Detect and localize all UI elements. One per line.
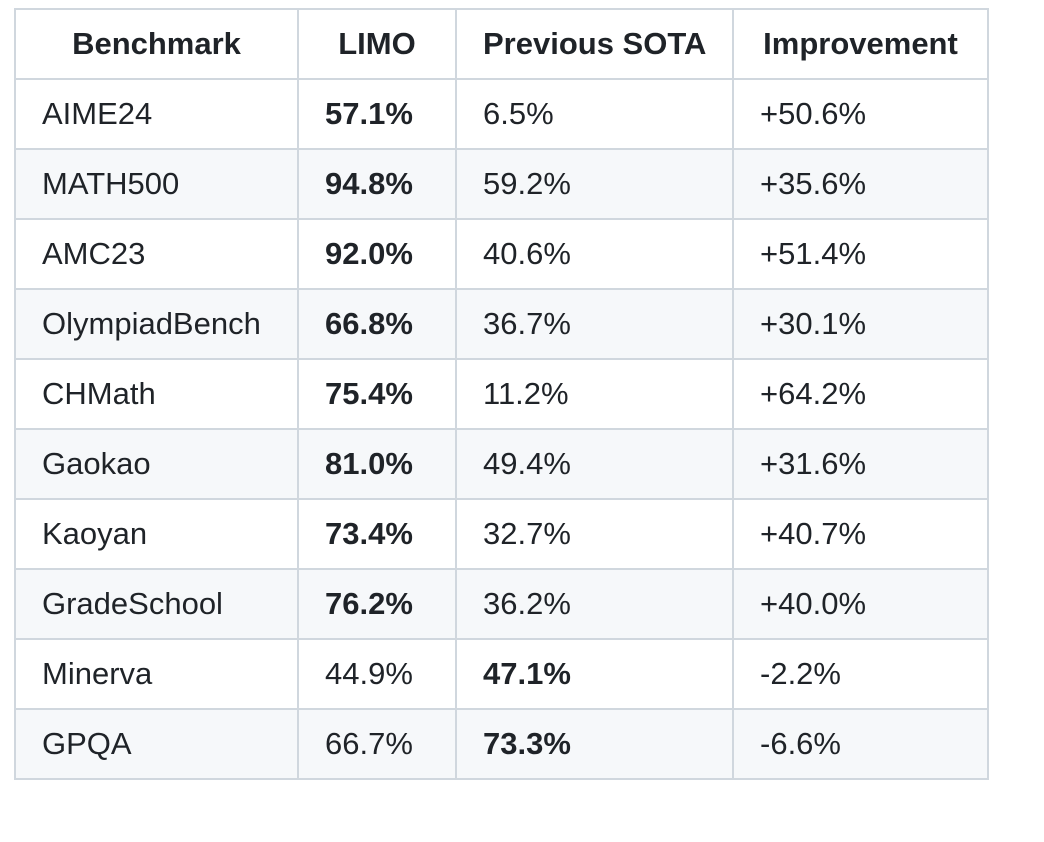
cell-improvement: +50.6% [732, 78, 989, 150]
cell-benchmark: CHMath [14, 358, 299, 430]
cell-limo: 66.8% [297, 288, 457, 360]
table-header: Benchmark LIMO Previous SOTA Improvement [14, 8, 989, 80]
cell-limo: 81.0% [297, 428, 457, 500]
table-row: MATH500 94.8% 59.2% +35.6% [14, 148, 989, 220]
header-limo: LIMO [297, 8, 457, 80]
cell-improvement: -6.6% [732, 708, 989, 780]
header-previous-sota: Previous SOTA [455, 8, 734, 80]
cell-improvement: +40.7% [732, 498, 989, 570]
table-row: OlympiadBench 66.8% 36.7% +30.1% [14, 288, 989, 360]
table-row: Kaoyan 73.4% 32.7% +40.7% [14, 498, 989, 570]
cell-limo: 44.9% [297, 638, 457, 710]
cell-limo: 75.4% [297, 358, 457, 430]
benchmark-table: Benchmark LIMO Previous SOTA Improvement… [14, 8, 989, 780]
cell-previous-sota: 59.2% [455, 148, 734, 220]
cell-previous-sota: 6.5% [455, 78, 734, 150]
cell-previous-sota: 73.3% [455, 708, 734, 780]
cell-benchmark: Kaoyan [14, 498, 299, 570]
cell-limo: 73.4% [297, 498, 457, 570]
cell-benchmark: AIME24 [14, 78, 299, 150]
cell-improvement: +51.4% [732, 218, 989, 290]
cell-limo: 94.8% [297, 148, 457, 220]
cell-improvement: +35.6% [732, 148, 989, 220]
cell-benchmark: MATH500 [14, 148, 299, 220]
table-row: Minerva 44.9% 47.1% -2.2% [14, 638, 989, 710]
table-row: AIME24 57.1% 6.5% +50.6% [14, 78, 989, 150]
cell-improvement: +31.6% [732, 428, 989, 500]
cell-improvement: +40.0% [732, 568, 989, 640]
cell-improvement: +64.2% [732, 358, 989, 430]
header-row: Benchmark LIMO Previous SOTA Improvement [14, 8, 989, 80]
table-row: GradeSchool 76.2% 36.2% +40.0% [14, 568, 989, 640]
cell-benchmark: Gaokao [14, 428, 299, 500]
cell-limo: 66.7% [297, 708, 457, 780]
cell-previous-sota: 36.7% [455, 288, 734, 360]
cell-benchmark: Minerva [14, 638, 299, 710]
table-row: CHMath 75.4% 11.2% +64.2% [14, 358, 989, 430]
cell-improvement: -2.2% [732, 638, 989, 710]
table-row: AMC23 92.0% 40.6% +51.4% [14, 218, 989, 290]
header-improvement: Improvement [732, 8, 989, 80]
cell-previous-sota: 11.2% [455, 358, 734, 430]
table-row: Gaokao 81.0% 49.4% +31.6% [14, 428, 989, 500]
header-benchmark: Benchmark [14, 8, 299, 80]
cell-previous-sota: 40.6% [455, 218, 734, 290]
cell-previous-sota: 32.7% [455, 498, 734, 570]
cell-limo: 92.0% [297, 218, 457, 290]
cell-benchmark: OlympiadBench [14, 288, 299, 360]
table-body: AIME24 57.1% 6.5% +50.6% MATH500 94.8% 5… [14, 78, 989, 780]
cell-benchmark: GPQA [14, 708, 299, 780]
cell-limo: 76.2% [297, 568, 457, 640]
table-row: GPQA 66.7% 73.3% -6.6% [14, 708, 989, 780]
cell-benchmark: AMC23 [14, 218, 299, 290]
cell-previous-sota: 36.2% [455, 568, 734, 640]
cell-limo: 57.1% [297, 78, 457, 150]
cell-previous-sota: 47.1% [455, 638, 734, 710]
cell-previous-sota: 49.4% [455, 428, 734, 500]
cell-improvement: +30.1% [732, 288, 989, 360]
cell-benchmark: GradeSchool [14, 568, 299, 640]
